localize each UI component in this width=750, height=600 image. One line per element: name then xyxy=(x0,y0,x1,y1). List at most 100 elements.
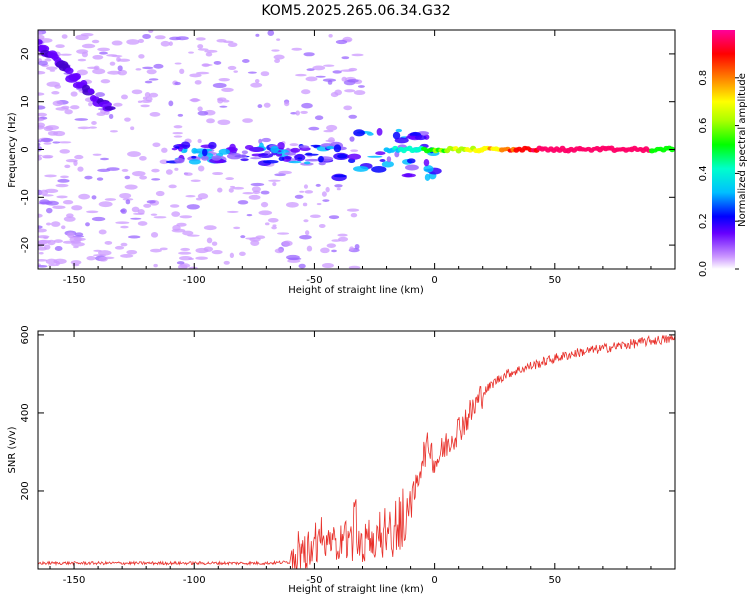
noise-speckle xyxy=(321,191,327,197)
noise-speckle xyxy=(274,173,286,177)
spec-xtick-label: -150 xyxy=(63,275,86,286)
noise-speckle xyxy=(38,154,43,157)
noise-speckle xyxy=(38,146,43,152)
noise-speckle xyxy=(326,124,338,131)
noise-speckle xyxy=(124,117,131,122)
noise-speckle xyxy=(91,39,100,44)
noise-speckle xyxy=(144,80,153,84)
colorbar-tick-label: 0.0 xyxy=(698,261,709,277)
noise-speckle xyxy=(38,213,43,218)
noise-speckle xyxy=(74,118,89,121)
noise-speckle xyxy=(211,241,218,246)
noise-speckle xyxy=(142,66,154,70)
noise-speckle xyxy=(179,68,185,75)
noise-speckle xyxy=(97,47,110,52)
noise-speckle xyxy=(100,79,111,84)
cluster-blob xyxy=(386,156,392,163)
noise-speckle xyxy=(145,96,153,102)
noise-speckle xyxy=(175,36,189,41)
noise-speckle xyxy=(260,190,270,195)
cluster-blob xyxy=(304,158,321,162)
noise-speckle xyxy=(285,201,299,208)
noise-speckle xyxy=(135,68,142,71)
noise-speckle xyxy=(274,58,281,63)
noise-speckle xyxy=(119,192,132,199)
noise-speckle xyxy=(217,97,227,102)
spec-xtick-label: 50 xyxy=(548,275,561,286)
noise-speckle xyxy=(179,215,193,219)
noise-speckle xyxy=(96,177,104,181)
noise-speckle xyxy=(261,137,271,143)
noise-speckle xyxy=(124,184,138,190)
noise-speckle xyxy=(197,193,209,200)
noise-speckle xyxy=(309,214,321,219)
noise-speckle xyxy=(40,138,54,143)
noise-speckle xyxy=(299,234,312,240)
noise-speckle xyxy=(61,225,66,230)
noise-speckle xyxy=(103,110,110,116)
spec-ytick-label: 20 xyxy=(20,48,31,61)
noise-speckle xyxy=(137,209,145,215)
spec-ytick-label: 0 xyxy=(20,146,31,152)
noise-speckle xyxy=(120,209,126,213)
cluster-blob xyxy=(395,128,403,133)
cluster-blob xyxy=(240,158,249,162)
cluster-blob xyxy=(337,154,348,159)
noise-speckle xyxy=(318,223,326,228)
spec-xtick-label: 0 xyxy=(431,275,437,286)
noise-speckle xyxy=(250,240,260,246)
noise-speckle xyxy=(248,194,261,200)
noise-speckle xyxy=(77,58,87,62)
noise-speckle xyxy=(148,78,159,81)
cluster-blob xyxy=(375,151,386,156)
noise-speckle xyxy=(242,191,254,195)
noise-speckle xyxy=(172,131,184,135)
noise-speckle xyxy=(92,153,102,156)
noise-speckle xyxy=(299,190,305,193)
noise-speckle xyxy=(76,69,88,76)
spec-ytick-label: -20 xyxy=(20,237,31,253)
cluster-blob xyxy=(288,160,302,164)
noise-speckle xyxy=(38,142,41,147)
snr-ytick-label: 200 xyxy=(20,481,31,500)
cluster-blob xyxy=(218,148,231,155)
cluster-blob xyxy=(262,160,279,164)
noise-speckle xyxy=(334,184,343,188)
noise-speckle xyxy=(284,101,290,107)
noise-speckle xyxy=(211,250,223,255)
noise-speckle xyxy=(148,30,154,34)
noise-speckle xyxy=(131,206,140,213)
noise-speckle xyxy=(304,190,314,194)
noise-speckle xyxy=(189,73,202,78)
noise-speckle xyxy=(86,66,99,69)
noise-speckle xyxy=(63,216,76,222)
noise-speckle xyxy=(160,40,170,47)
noise-speckle xyxy=(217,187,223,193)
noise-speckle xyxy=(233,226,241,230)
noise-speckle xyxy=(64,164,71,169)
cluster-blob xyxy=(188,159,201,165)
cluster-blob xyxy=(191,147,198,154)
noise-speckle xyxy=(138,54,145,59)
noise-speckle xyxy=(52,205,66,210)
noise-speckle xyxy=(260,71,270,77)
cluster-blob xyxy=(171,147,178,151)
cluster-blob xyxy=(394,137,409,144)
noise-speckle xyxy=(357,85,365,88)
noise-speckle xyxy=(55,44,65,49)
noise-speckle xyxy=(106,54,118,57)
noise-speckle xyxy=(197,165,205,172)
noise-speckle xyxy=(98,51,109,55)
noise-speckle xyxy=(154,35,166,40)
noise-speckle xyxy=(49,69,56,72)
noise-speckle xyxy=(148,92,159,98)
noise-speckle xyxy=(204,49,218,53)
cluster-blob xyxy=(392,131,401,140)
noise-speckle xyxy=(58,141,72,144)
noise-speckle xyxy=(287,257,302,261)
noise-speckle xyxy=(315,75,326,78)
noise-speckle xyxy=(250,182,265,187)
noise-speckle xyxy=(188,51,194,54)
cluster-blob xyxy=(379,159,386,162)
noise-speckle xyxy=(130,217,142,220)
